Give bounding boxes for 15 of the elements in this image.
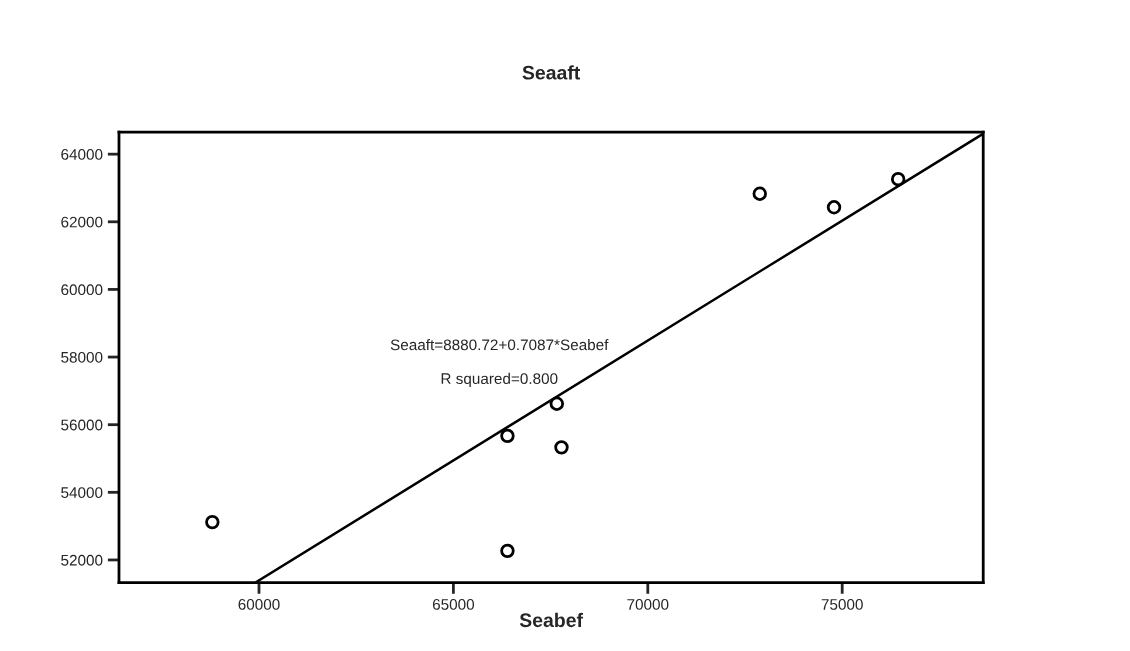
y-tick-label: 60000	[61, 284, 103, 296]
x-tick-label: 70000	[627, 599, 669, 610]
x-tick-label: 65000	[432, 599, 475, 610]
y-tick-label: 56000	[61, 419, 103, 431]
y-tick-label: 58000	[61, 351, 103, 363]
x-tick-label: 75000	[821, 599, 863, 610]
x-tick-label: 60000	[238, 599, 280, 610]
annotation: R squared=0.800	[441, 372, 558, 388]
y-tick-label: 62000	[61, 216, 103, 228]
y-tick-label: 64000	[61, 149, 103, 160]
chart-title: Seaaft	[522, 65, 581, 80]
annotation: Seaaft=8880.72+0.7087*Seabef	[390, 339, 609, 351]
y-tick-label: 54000	[61, 487, 103, 499]
y-tick-label: 52000	[61, 554, 103, 566]
x-axis-title: Seabef	[519, 612, 584, 628]
